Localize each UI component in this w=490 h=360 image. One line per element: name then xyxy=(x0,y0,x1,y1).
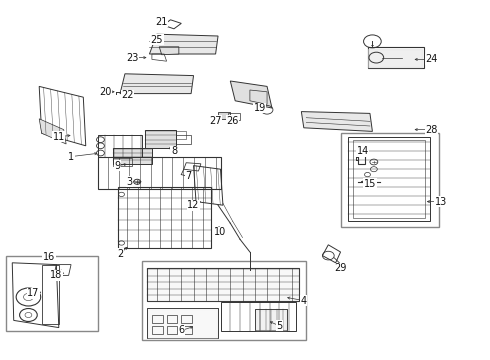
Bar xyxy=(152,326,163,334)
Polygon shape xyxy=(113,148,152,164)
Bar xyxy=(341,133,439,227)
Bar xyxy=(142,261,306,340)
Text: 28: 28 xyxy=(425,125,438,135)
Text: 15: 15 xyxy=(364,179,376,189)
Polygon shape xyxy=(301,112,372,131)
Bar xyxy=(255,309,287,330)
Text: 21: 21 xyxy=(155,17,168,27)
Text: 13: 13 xyxy=(435,197,447,207)
Text: 5: 5 xyxy=(276,321,282,331)
Polygon shape xyxy=(230,81,272,108)
Text: 11: 11 xyxy=(53,132,65,142)
Text: 22: 22 xyxy=(121,90,134,100)
Text: 17: 17 xyxy=(27,288,40,298)
Polygon shape xyxy=(39,119,66,144)
Text: 19: 19 xyxy=(254,103,266,113)
Text: 3: 3 xyxy=(127,177,133,187)
Bar xyxy=(181,315,192,323)
Text: 4: 4 xyxy=(301,296,307,306)
Bar xyxy=(181,326,192,334)
Text: 2: 2 xyxy=(117,249,123,259)
Text: 16: 16 xyxy=(43,252,55,262)
Polygon shape xyxy=(159,47,179,55)
Bar xyxy=(167,315,177,323)
Text: 8: 8 xyxy=(171,146,177,156)
Text: 9: 9 xyxy=(115,161,121,171)
Text: 20: 20 xyxy=(99,87,112,97)
Bar xyxy=(6,256,98,331)
Text: 29: 29 xyxy=(334,263,347,273)
Bar xyxy=(353,140,425,218)
Text: 1: 1 xyxy=(68,152,74,162)
Text: 6: 6 xyxy=(178,325,184,336)
Bar xyxy=(368,47,424,68)
Polygon shape xyxy=(218,112,230,119)
Polygon shape xyxy=(145,130,176,148)
Text: 24: 24 xyxy=(425,54,438,64)
Text: 23: 23 xyxy=(126,53,139,63)
Bar xyxy=(42,265,59,324)
Text: 12: 12 xyxy=(187,200,200,210)
Text: 27: 27 xyxy=(209,116,222,126)
Text: 10: 10 xyxy=(215,227,226,237)
Text: 7: 7 xyxy=(186,171,192,181)
Bar xyxy=(152,315,163,323)
Text: 25: 25 xyxy=(150,35,163,45)
Polygon shape xyxy=(149,34,218,54)
Text: 14: 14 xyxy=(356,146,368,156)
Polygon shape xyxy=(120,74,194,94)
Bar xyxy=(167,326,177,334)
Text: 26: 26 xyxy=(226,116,239,126)
Text: 18: 18 xyxy=(50,270,63,280)
